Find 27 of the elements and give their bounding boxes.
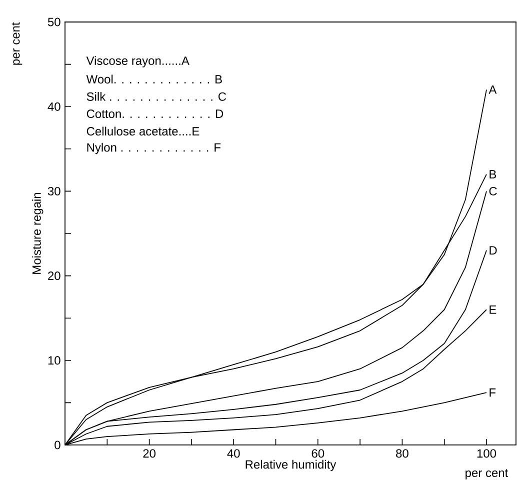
x-axis-title: Relative humidity	[246, 460, 336, 472]
series-label: A	[488, 86, 497, 94]
series-label: E	[490, 306, 496, 314]
y-tick-label: 10	[48, 356, 60, 365]
y-tick-label: 0	[54, 440, 60, 450]
text: per cent	[12, 22, 22, 65]
text: per cent	[466, 469, 508, 480]
series-label: B	[490, 170, 496, 178]
series-label: D	[490, 246, 497, 255]
annotation: Silk . . . . . . . . . . . . . . C	[86, 92, 226, 101]
series-label: C	[489, 186, 497, 196]
y-tick-label: 30	[48, 186, 60, 196]
annotation: Viscose rayon......A	[86, 56, 190, 68]
x-tick-label: 40	[227, 449, 240, 458]
x-tick-label: 20	[143, 449, 156, 458]
series-label: F	[490, 388, 496, 397]
annotation: Cellulose acetate....E	[86, 126, 200, 136]
y-tick-label: 40	[48, 102, 60, 111]
y-axis-title: Moisture regain	[32, 192, 44, 274]
x-tick-label: 100	[477, 449, 496, 458]
annotation: Cotton. . . . . . . . . . . . D	[86, 110, 224, 118]
x-tick-label: 60	[312, 449, 324, 458]
y-tick-label: 20	[48, 272, 60, 280]
y-tick-label: 50	[48, 18, 60, 26]
annotation: Wool. . . . . . . . . . . . . B	[86, 74, 222, 84]
x-tick-label: 80	[396, 449, 408, 458]
annotation: Nylon . . . . . . . . . . . . F	[87, 142, 221, 154]
